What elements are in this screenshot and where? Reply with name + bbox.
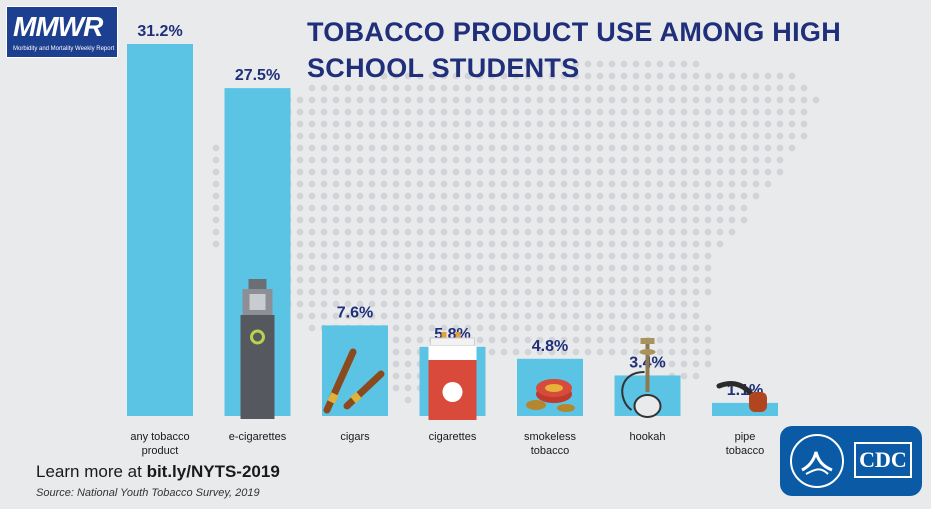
category-label: pipe <box>735 431 756 443</box>
category-label: hookah <box>629 431 665 443</box>
data-label: 27.5% <box>235 67 280 84</box>
data-label: 4.8% <box>532 338 568 355</box>
cdc-logo-text: CDC <box>854 442 912 478</box>
category-label: cigars <box>340 431 370 443</box>
category-label: tobacco <box>726 445 765 457</box>
learn-more-prefix: Learn more at <box>36 462 147 481</box>
learn-more-link[interactable]: bit.ly/NYTS-2019 <box>146 462 280 481</box>
pipe-icon <box>716 381 767 412</box>
mmwr-logo: MMWR Morbidity and Mortality Weekly Repo… <box>6 6 118 58</box>
category-label: any tobacco <box>130 431 189 443</box>
bar <box>127 44 193 416</box>
category-label: tobacco <box>531 445 570 457</box>
hhs-seal-icon <box>790 434 844 488</box>
hookah-icon <box>621 338 662 418</box>
cigars-icon <box>323 348 385 414</box>
mmwr-logo-subtitle: Morbidity and Mortality Weekly Report <box>13 46 115 52</box>
chart-title: TOBACCO PRODUCT USE AMONG HIGH SCHOOL ST… <box>307 17 842 83</box>
data-label: 7.6% <box>337 304 373 321</box>
data-label: 31.2% <box>137 23 182 40</box>
category-label: smokeless <box>524 431 576 443</box>
mmwr-logo-text: MMWR <box>13 11 103 42</box>
bar <box>712 402 778 416</box>
category-label: product <box>142 445 179 457</box>
e-cigarette-icon <box>240 279 275 419</box>
cigarette-pack-icon <box>428 332 477 420</box>
learn-more-text: Learn more at bit.ly/NYTS-2019 <box>36 462 280 482</box>
source-note: Source: National Youth Tobacco Survey, 2… <box>36 487 260 499</box>
category-label: cigarettes <box>429 431 477 443</box>
smokeless-tobacco-tin-icon <box>526 379 575 412</box>
category-label: e-cigarettes <box>229 431 287 443</box>
cdc-logo: CDC <box>780 426 922 496</box>
